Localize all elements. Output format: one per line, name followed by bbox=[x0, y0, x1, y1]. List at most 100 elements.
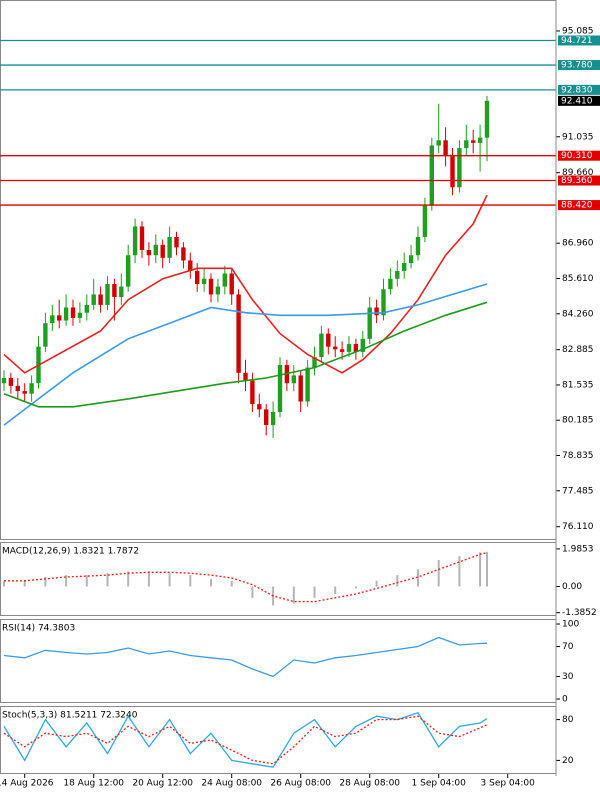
moving-average bbox=[3, 283, 488, 426]
y-tick-label: 80 bbox=[562, 715, 574, 725]
macd-bar bbox=[479, 552, 482, 587]
level-label-box bbox=[558, 150, 600, 161]
macd-bar bbox=[313, 586, 316, 598]
macd-bar bbox=[168, 573, 171, 587]
candle-body bbox=[215, 286, 221, 295]
macd-bar bbox=[147, 571, 150, 587]
candle-body bbox=[381, 289, 386, 316]
y-tick-label: 81.535 bbox=[562, 380, 594, 390]
y-tick-label: 95.085 bbox=[562, 26, 594, 36]
panel-title: MACD(12,26,9) 1.8321 1.7872 bbox=[2, 547, 139, 557]
candle-body bbox=[264, 409, 269, 426]
x-tick-label: 20 Aug 12:00 bbox=[132, 779, 193, 789]
candle-body bbox=[333, 346, 338, 350]
candle-body bbox=[312, 357, 317, 368]
candle-body bbox=[291, 375, 296, 384]
macd-bar bbox=[375, 580, 378, 587]
candle-body bbox=[477, 137, 483, 143]
candle-body bbox=[91, 294, 96, 305]
x-tick-label: 24 Aug 08:00 bbox=[201, 779, 262, 789]
macd-bar bbox=[106, 573, 109, 587]
macd-bar bbox=[189, 575, 192, 587]
candle-body bbox=[57, 315, 62, 321]
level-label: 93.780 bbox=[561, 61, 593, 71]
panel-title: RSI(14) 74.3803 bbox=[2, 624, 75, 634]
candle-body bbox=[443, 140, 448, 156]
x-tick-label: 26 Aug 08:00 bbox=[270, 779, 331, 789]
candle-body bbox=[70, 307, 76, 318]
candle-body bbox=[471, 140, 476, 143]
y-tick-label: 0.00 bbox=[562, 582, 582, 592]
candle-body bbox=[208, 278, 214, 295]
candle-body bbox=[305, 367, 310, 402]
candle-body bbox=[374, 307, 379, 316]
y-tick-label: 89.660 bbox=[562, 168, 594, 178]
oscillator-line bbox=[3, 712, 488, 768]
candle-body bbox=[222, 273, 227, 287]
candle-body bbox=[367, 307, 372, 339]
y-tick-label: 0 bbox=[562, 695, 568, 705]
candle-body bbox=[450, 155, 455, 188]
y-tick-label: 1.9853 bbox=[562, 544, 594, 554]
macd-bar bbox=[127, 571, 130, 587]
candle-body bbox=[105, 283, 110, 305]
x-tick-label: 3 Sep 04:00 bbox=[481, 779, 536, 789]
candle-body bbox=[132, 226, 138, 256]
level-label: 89.360 bbox=[561, 176, 593, 186]
macd-bar bbox=[417, 569, 419, 587]
candle-body bbox=[84, 304, 89, 313]
y-tick-label: 100 bbox=[562, 620, 579, 630]
candle-body bbox=[63, 307, 69, 321]
candle-body bbox=[422, 205, 428, 237]
candle-body bbox=[1, 378, 7, 384]
candle-body bbox=[112, 283, 117, 298]
candle-body bbox=[174, 236, 179, 248]
candle-body bbox=[29, 383, 34, 394]
candle-body bbox=[277, 364, 283, 412]
macd-bar bbox=[210, 578, 212, 587]
candle-body bbox=[98, 294, 103, 305]
candle-body bbox=[22, 391, 27, 394]
level-label-box bbox=[558, 35, 600, 46]
y-tick-label: 76.110 bbox=[562, 522, 594, 532]
candle-body bbox=[195, 270, 200, 284]
macd-bar bbox=[437, 559, 440, 587]
last-price-box bbox=[558, 95, 600, 106]
level-label-box bbox=[558, 175, 600, 186]
candle-body bbox=[236, 294, 241, 373]
candle-body bbox=[50, 315, 55, 324]
candle-body bbox=[153, 244, 158, 256]
moving-average bbox=[3, 301, 488, 408]
x-tick-label: 14 Aug 2026 bbox=[0, 779, 54, 789]
x-tick-label: 18 Aug 12:00 bbox=[63, 779, 124, 789]
candle-body bbox=[126, 255, 131, 287]
macd-bar bbox=[334, 586, 337, 595]
last-price-label: 92.410 bbox=[561, 96, 593, 106]
candle-body bbox=[339, 349, 345, 352]
candle-body bbox=[395, 270, 400, 279]
candle-body bbox=[346, 344, 352, 352]
y-tick-label: 82.885 bbox=[562, 345, 594, 355]
macd-bar bbox=[292, 586, 295, 604]
y-tick-label: 85.610 bbox=[562, 274, 594, 284]
candle-body bbox=[353, 344, 359, 352]
level-label: 88.420 bbox=[561, 201, 593, 211]
macd-bar bbox=[396, 575, 399, 587]
candle-body bbox=[484, 100, 490, 138]
level-label: 90.310 bbox=[561, 151, 593, 161]
macd-bar bbox=[65, 575, 68, 587]
y-tick-label: 30 bbox=[562, 672, 574, 682]
candle-body bbox=[270, 411, 276, 426]
candle-body bbox=[319, 333, 324, 358]
x-tick-label: 28 Aug 08:00 bbox=[339, 779, 400, 789]
macd-bar bbox=[251, 586, 254, 598]
candle-body bbox=[77, 312, 83, 318]
candle-body bbox=[429, 145, 434, 206]
y-tick-label: -1.3852 bbox=[562, 608, 597, 618]
macd-bar bbox=[85, 575, 88, 587]
candle-body bbox=[388, 278, 393, 290]
candle-body bbox=[298, 375, 303, 402]
candle-body bbox=[119, 286, 124, 298]
candle-body bbox=[415, 236, 421, 256]
